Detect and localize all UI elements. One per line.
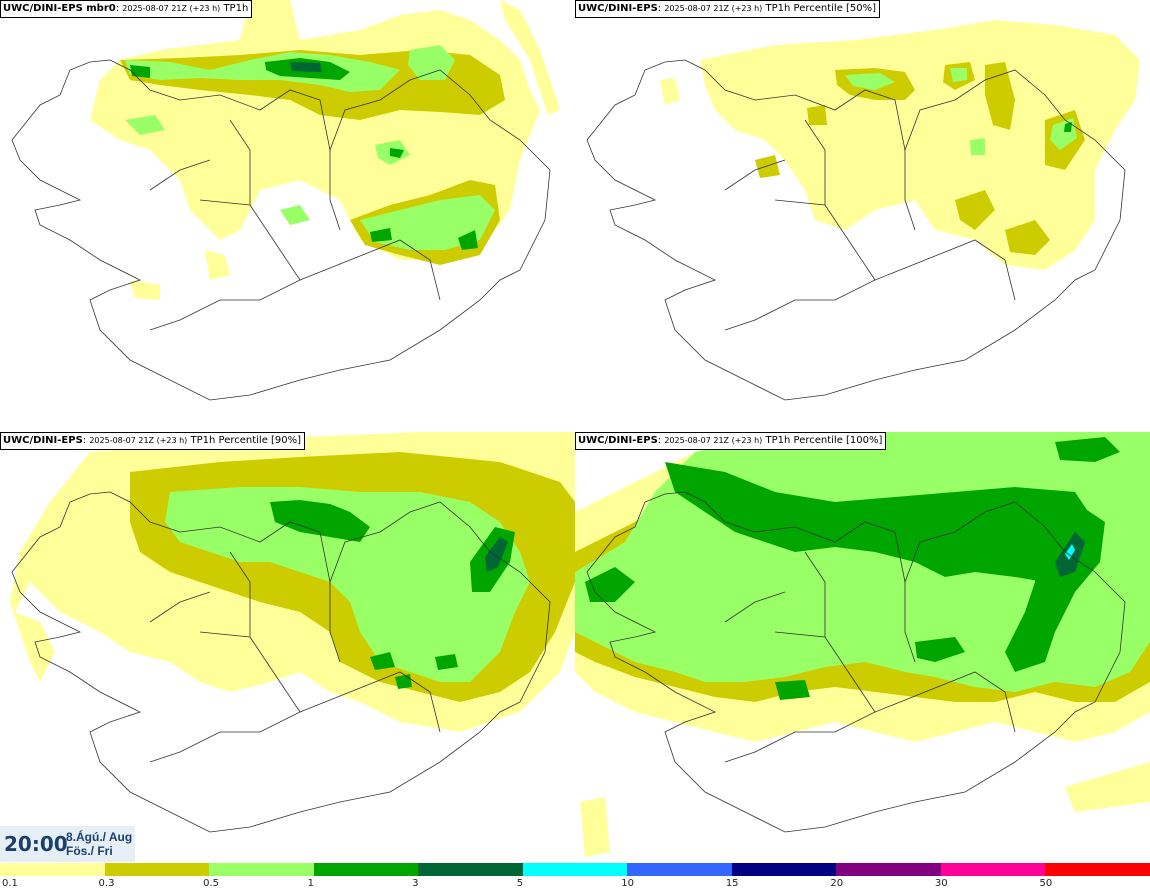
legend-tick-label: 30 xyxy=(934,878,948,889)
valid-date: 8.Ágú./ Aug Fös./ Fri xyxy=(66,830,132,858)
color-legend: 0.1 0.3 0.5 1 3 5 10 15 20 30 50 xyxy=(0,863,1150,891)
legend-swatch-9 xyxy=(940,863,1046,876)
parameter-label: TP1h xyxy=(223,3,249,14)
precip-map-p90 xyxy=(10,432,575,833)
coastline xyxy=(586,59,1126,401)
coastline xyxy=(586,491,1126,833)
legend-color-bar xyxy=(0,863,1150,876)
panel-title: UWC/DINI-EPS: 2025-08-07 21Z (+23 h) TP1… xyxy=(575,0,881,18)
legend-swatch-4 xyxy=(418,863,523,876)
legend-tick-label: 20 xyxy=(830,878,844,889)
precip-field xyxy=(575,432,1150,857)
coastline xyxy=(11,491,551,833)
run-time: 2025-08-07 21Z (+23 h) xyxy=(664,4,763,13)
map-panel-p50: UWC/DINI-EPS: 2025-08-07 21Z (+23 h) TP1… xyxy=(575,0,1150,432)
legend-swatch-6 xyxy=(627,863,732,876)
panel-title: UWC/DINI-EPS mbr0: 2025-08-07 21Z (+23 h… xyxy=(0,0,253,18)
panel-title: UWC/DINI-EPS: 2025-08-07 21Z (+23 h) TP1… xyxy=(575,432,887,450)
model-name: UWC/DINI-EPS xyxy=(578,3,658,14)
parameter-label: TP1h Percentile [100%] xyxy=(765,435,883,446)
precip-field xyxy=(660,20,1140,270)
legend-tick-label: 0.1 xyxy=(2,878,18,889)
valid-date-day: 8.Ágú./ Aug xyxy=(66,830,133,844)
panel-title: UWC/DINI-EPS: 2025-08-07 21Z (+23 h) TP1… xyxy=(0,432,306,450)
precip-map-mbr0 xyxy=(11,0,560,401)
coastline xyxy=(11,59,551,401)
model-name: UWC/DINI-EPS mbr0 xyxy=(3,3,116,14)
precip-map-p100 xyxy=(575,432,1150,857)
run-time: 2025-08-07 21Z (+23 h) xyxy=(122,4,221,13)
map-panel-mbr0: UWC/DINI-EPS mbr0: 2025-08-07 21Z (+23 h… xyxy=(0,0,575,432)
legend-swatch-0 xyxy=(0,863,105,876)
precip-map-p50 xyxy=(586,20,1140,401)
model-name: UWC/DINI-EPS xyxy=(3,435,83,446)
map-panel-p90: UWC/DINI-EPS: 2025-08-07 21Z (+23 h) TP1… xyxy=(0,432,575,864)
run-time: 2025-08-07 21Z (+23 h) xyxy=(664,436,763,445)
legend-tick-label: 5 xyxy=(516,878,524,889)
legend-swatch-3 xyxy=(313,863,419,876)
legend-swatch-8 xyxy=(836,863,941,876)
valid-time-box: 20:00 8.Ágú./ Aug Fös./ Fri xyxy=(0,826,135,862)
legend-tick-label: 10 xyxy=(621,878,634,889)
legend-swatch-2 xyxy=(209,863,314,876)
legend-tick-label: 3 xyxy=(412,878,419,889)
parameter-label: TP1h Percentile [90%] xyxy=(190,435,302,446)
run-time: 2025-08-07 21Z (+23 h) xyxy=(89,436,188,445)
legend-tick-label: 0.3 xyxy=(98,878,115,889)
precip-field xyxy=(90,0,560,300)
legend-tick-label: 1 xyxy=(307,878,314,889)
legend-swatch-5 xyxy=(522,863,628,876)
precip-field xyxy=(10,432,575,732)
parameter-label: TP1h Percentile [50%] xyxy=(765,3,877,14)
model-name: UWC/DINI-EPS xyxy=(578,435,658,446)
valid-date-weekday: Fös./ Fri xyxy=(66,844,113,858)
legend-swatch-7 xyxy=(731,863,837,876)
legend-swatch-10 xyxy=(1045,863,1150,876)
legend-tick-label: 0.5 xyxy=(203,878,219,889)
legend-tick-label: 50 xyxy=(1039,878,1053,889)
map-panel-p100: UWC/DINI-EPS: 2025-08-07 21Z (+23 h) TP1… xyxy=(575,432,1150,864)
valid-time-hour: 20:00 xyxy=(4,832,68,856)
legend-swatch-1 xyxy=(104,863,210,876)
legend-tick-label: 15 xyxy=(725,878,739,889)
